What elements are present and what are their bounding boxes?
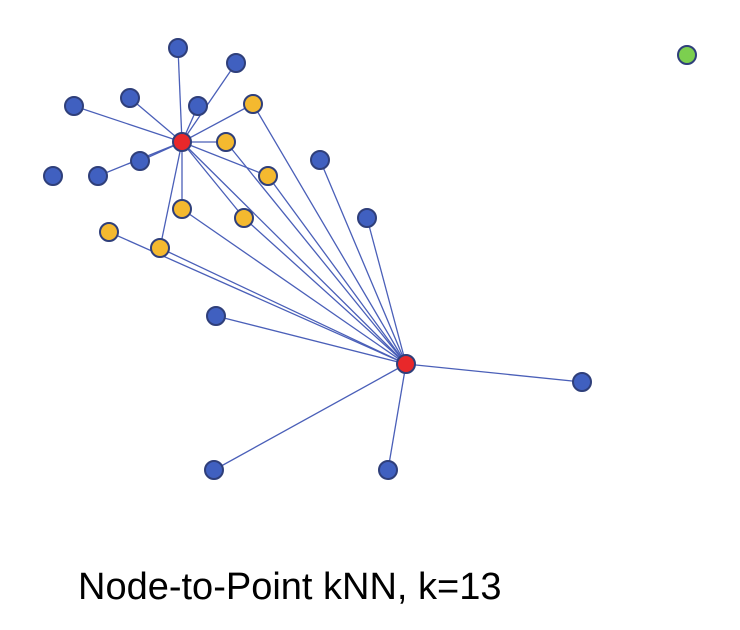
other-node-b13 xyxy=(204,460,224,480)
neighbor-node-y6 xyxy=(99,222,119,242)
other-node-b1 xyxy=(168,38,188,58)
other-node-b12 xyxy=(572,372,592,392)
edge-r2-r1 xyxy=(181,141,407,365)
edge-r2-y7 xyxy=(159,247,407,365)
edge-r2-b9 xyxy=(319,159,407,365)
edge-r1-b2 xyxy=(181,62,237,143)
edge-r2-y3 xyxy=(267,175,407,365)
isolated-node-g1 xyxy=(677,45,697,65)
other-node-b14 xyxy=(378,460,398,480)
other-node-b8 xyxy=(130,151,150,171)
edges-layer xyxy=(73,47,583,471)
neighbor-node-y7 xyxy=(150,238,170,258)
edge-r2-y2 xyxy=(225,141,407,365)
other-node-b2 xyxy=(226,53,246,73)
edge-r2-y4 xyxy=(181,208,407,365)
edge-r1-y7 xyxy=(159,141,183,249)
edge-r2-b12 xyxy=(405,363,583,383)
other-node-b11 xyxy=(206,306,226,326)
edge-r2-y1 xyxy=(252,103,407,365)
query-node-r2 xyxy=(396,354,416,374)
edge-r1-b1 xyxy=(177,47,183,143)
edge-r2-y5 xyxy=(243,217,407,365)
nodes-layer xyxy=(43,38,697,480)
other-node-b3 xyxy=(120,88,140,108)
edge-r2-b10 xyxy=(366,217,407,365)
edge-r1-y1 xyxy=(181,103,254,143)
neighbor-node-y4 xyxy=(172,199,192,219)
edge-r1-b3 xyxy=(129,97,183,143)
neighbor-node-y1 xyxy=(243,94,263,114)
edge-r1-y3 xyxy=(181,141,269,177)
other-node-b4 xyxy=(188,96,208,116)
neighbor-node-y2 xyxy=(216,132,236,152)
other-node-b7 xyxy=(88,166,108,186)
edge-r1-b5 xyxy=(73,105,183,143)
edge-r2-b14 xyxy=(387,363,407,471)
caption: Node-to-Point kNN, k=13 xyxy=(78,566,502,608)
edge-r2-b13 xyxy=(213,363,407,471)
other-node-b10 xyxy=(357,208,377,228)
neighbor-node-y3 xyxy=(258,166,278,186)
edge-r1-y5 xyxy=(181,141,245,219)
query-node-r1 xyxy=(172,132,192,152)
other-node-b6 xyxy=(43,166,63,186)
neighbor-node-y5 xyxy=(234,208,254,228)
other-node-b5 xyxy=(64,96,84,116)
other-node-b9 xyxy=(310,150,330,170)
edge-r2-b11 xyxy=(215,315,407,365)
